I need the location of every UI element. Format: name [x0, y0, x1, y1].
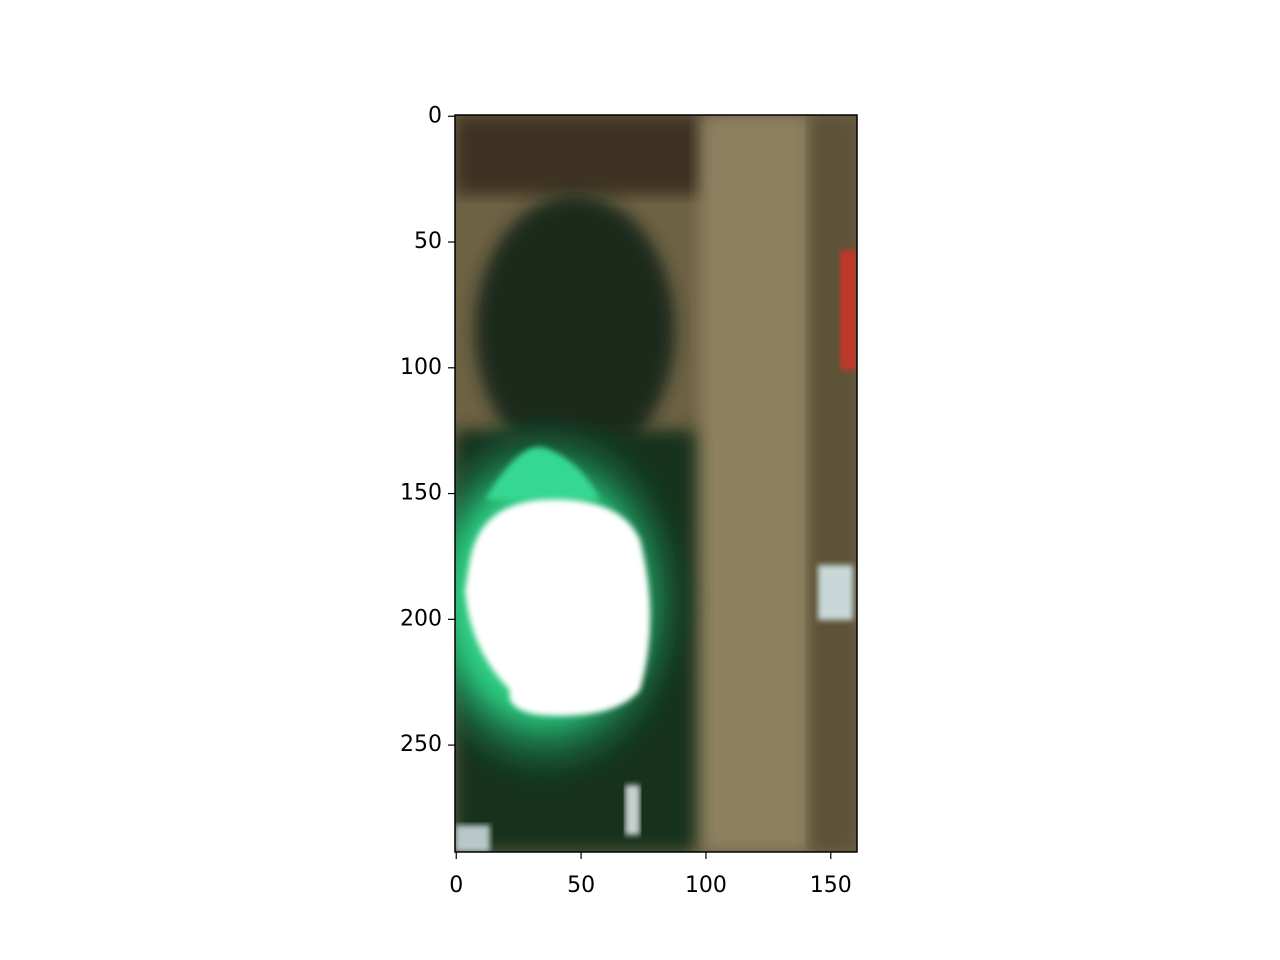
y-tick-label: 50 — [414, 229, 442, 254]
x-tick-label: 100 — [685, 873, 727, 898]
y-tick-label: 150 — [400, 481, 442, 506]
x-tick-label: 50 — [567, 873, 595, 898]
y-tick-label: 250 — [400, 732, 442, 757]
axes-frame — [454, 114, 858, 853]
x-tick-label: 0 — [449, 873, 463, 898]
x-tick-label: 150 — [810, 873, 852, 898]
y-tick-label: 100 — [400, 355, 442, 380]
y-tick-label: 200 — [400, 606, 442, 631]
y-tick-label: 0 — [428, 103, 442, 128]
image — [455, 115, 857, 852]
